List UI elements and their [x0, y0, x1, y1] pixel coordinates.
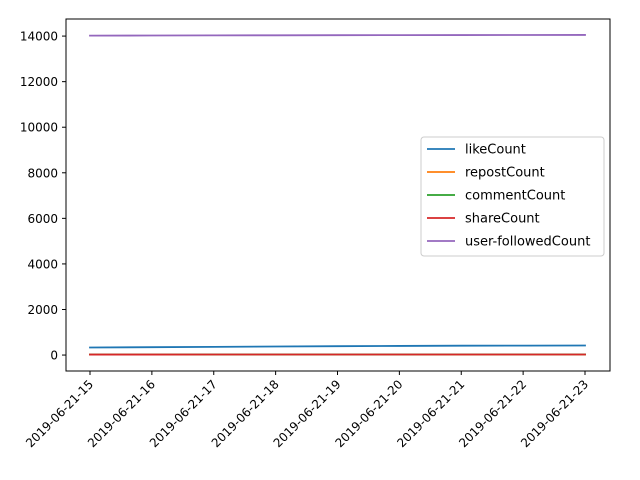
- y-tick-label: 0: [50, 349, 58, 363]
- legend-label-likeCount: likeCount: [465, 143, 526, 158]
- legend-label-shareCount: shareCount: [465, 212, 540, 227]
- x-tick-label: 2019-06-21-23: [518, 377, 591, 450]
- legend-label-repostCount: repostCount: [465, 166, 545, 181]
- y-tick-label: 8000: [27, 166, 58, 180]
- y-tick-label: 6000: [27, 212, 58, 226]
- y-tick-label: 2000: [27, 303, 58, 317]
- y-tick-label: 14000: [20, 30, 58, 44]
- y-tick-label: 10000: [20, 121, 58, 135]
- legend-label-user-followedCount: user-followedCount: [465, 235, 590, 250]
- y-tick-label: 4000: [27, 257, 58, 271]
- legend: likeCount repostCount commentCount shareCou…: [420, 136, 605, 257]
- series-layer: [89, 34, 586, 356]
- legend-box: [420, 136, 605, 257]
- series-line-user-followedCount: [89, 34, 586, 37]
- legend-label-commentCount: commentCount: [465, 189, 565, 204]
- y-tick-label: 12000: [20, 75, 58, 89]
- series-line-likeCount: [89, 344, 586, 349]
